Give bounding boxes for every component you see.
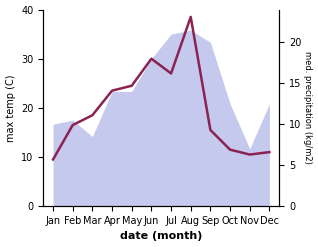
Y-axis label: max temp (C): max temp (C): [5, 74, 16, 142]
X-axis label: date (month): date (month): [120, 231, 203, 242]
Y-axis label: med. precipitation (kg/m2): med. precipitation (kg/m2): [303, 51, 313, 164]
